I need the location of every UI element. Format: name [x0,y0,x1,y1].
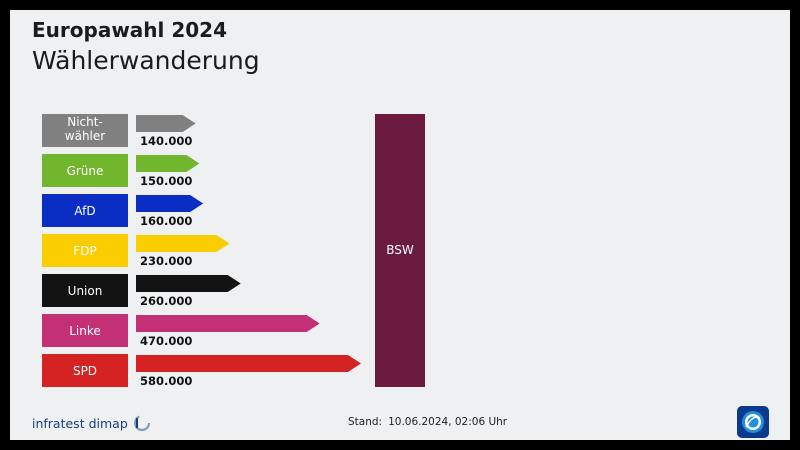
flow-arrow-nicht-wähler [136,115,196,132]
flow-value-union: 260.000 [140,294,192,308]
target-party: BSW [375,114,425,387]
chart-title: Europawahl 2024 [32,18,228,42]
flow-arrow-grüne [136,155,200,172]
party-box-fdp [42,234,128,267]
party-box-grüne [42,154,128,187]
infratest-mark-icon [133,414,150,432]
party-box-union [42,274,128,307]
flow-row-nicht-wähler: Nicht-wähler 140.000 [42,114,196,148]
flow-value-spd: 580.000 [140,374,192,388]
flow-value-afd: 160.000 [140,214,192,228]
flow-value-nicht-wähler: 140.000 [140,134,192,148]
party-label-nicht-wähler: Nicht-wähler [65,115,105,143]
voter-flow-chart: Nicht-wähler 140.000 Grüne 150.000 AfD 160.00… [42,114,425,388]
party-box-linke [42,314,128,347]
flow-arrow-union [136,275,241,292]
target-label-bsw: BSW [386,243,414,257]
flow-value-grüne: 150.000 [140,174,192,188]
flow-arrow-spd [136,355,361,372]
flow-row-fdp: FDP 230.000 [42,234,230,268]
stand-label: Stand: [348,416,383,428]
stand-value: 10.06.2024, 02:06 Uhr [388,416,508,428]
flow-arrow-linke [136,315,320,332]
flow-row-linke: Linke 470.000 [42,314,320,348]
target-bar-bsw [375,114,425,387]
flow-row-grüne: Grüne 150.000 [42,154,200,188]
infratest-dimap-wordmark: infratest dimap [32,415,128,431]
flow-value-fdp: 230.000 [140,254,192,268]
party-label-union: Union [68,284,103,298]
party-label-linke: Linke [69,324,101,338]
infratest-dimap-logo: infratest dimap [32,414,151,432]
tagesschau-icon [737,406,769,438]
chart-subtitle: Wählerwanderung [32,46,260,75]
graphic-frame: Europawahl 2024 Wählerwanderung Nicht-wä… [10,10,790,440]
flow-row-afd: AfD 160.000 [42,194,204,228]
flow-arrow-afd [136,195,204,212]
party-label-fdp: FDP [73,244,96,258]
party-label-afd: AfD [74,204,95,218]
flow-row-union: Union 260.000 [42,274,241,308]
flow-row-spd: SPD 580.000 [42,354,361,388]
timestamp: Stand: 10.06.2024, 02:06 Uhr [348,416,507,428]
party-box-nicht-wähler [42,114,128,147]
party-label-spd: SPD [73,364,97,378]
party-box-afd [42,194,128,227]
party-label-grüne: Grüne [67,164,104,178]
flow-value-linke: 470.000 [140,334,192,348]
flow-arrow-fdp [136,235,230,252]
party-box-spd [42,354,128,387]
